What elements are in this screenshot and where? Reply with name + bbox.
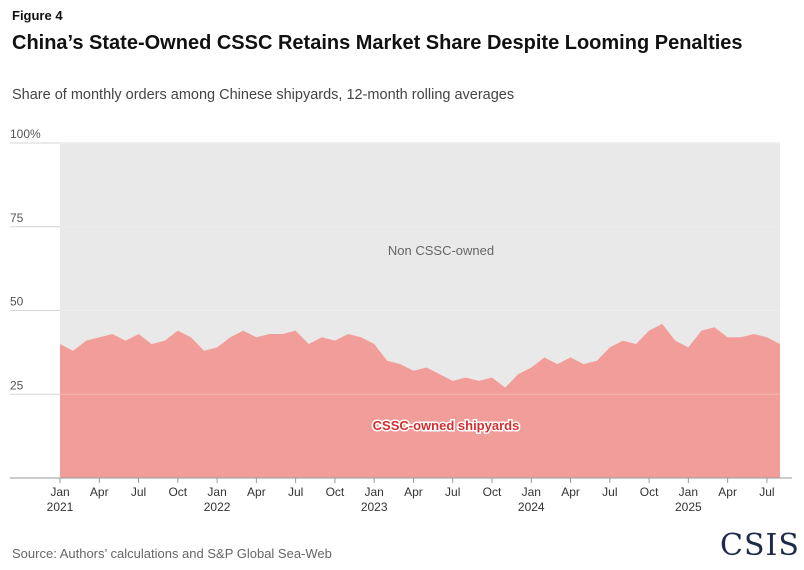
x-tick-month: Oct [483, 485, 502, 499]
x-tick-month: Jan [679, 485, 698, 499]
chart-title: China’s State-Owned CSSC Retains Market … [12, 32, 743, 54]
x-tick-month: Apr [247, 485, 266, 499]
x-tick-month: Jul [759, 485, 774, 499]
y-axis-ticks: 25 50 75 100% [10, 127, 41, 392]
x-tick-year: 2025 [675, 500, 702, 514]
x-tick-month: Oct [640, 485, 659, 499]
y-tick-label: 25 [10, 378, 24, 392]
x-tick-month: Jul [288, 485, 303, 499]
x-tick-year: 2023 [361, 500, 388, 514]
non-cssc-area [60, 143, 780, 388]
non-cssc-label: Non CSSC-owned [388, 243, 494, 258]
x-tick-month: Jul [445, 485, 460, 499]
x-tick-month: Apr [561, 485, 580, 499]
y-tick-label: 75 [10, 211, 24, 225]
figure-label: Figure 4 [12, 8, 63, 23]
y-tick-label: 50 [10, 295, 24, 309]
x-tick-month: Jan [50, 485, 69, 499]
x-tick-month: Jan [207, 485, 226, 499]
x-tick-month: Jan [522, 485, 541, 499]
x-tick-month: Apr [404, 485, 423, 499]
x-tick-year: 2022 [204, 500, 231, 514]
x-tick-month: Jan [365, 485, 384, 499]
cssc-label: CSSC-owned shipyards [373, 418, 520, 433]
x-tick-year: 2024 [518, 500, 545, 514]
x-tick-month: Jul [131, 485, 146, 499]
x-tick-month: Oct [168, 485, 187, 499]
csis-logo: CSIS [720, 528, 800, 563]
x-tick-month: Apr [718, 485, 737, 499]
x-tick-month: Oct [326, 485, 345, 499]
cssc-area [60, 323, 780, 478]
source-note: Source: Authors’ calculations and S&P Gl… [12, 546, 332, 561]
x-tick-year: 2021 [47, 500, 74, 514]
x-tick-month: Jul [602, 485, 617, 499]
x-tick-month: Apr [90, 485, 109, 499]
gridlines-overlay [60, 142, 780, 395]
chart-subtitle: Share of monthly orders among Chinese sh… [12, 87, 515, 103]
y-tick-label: 100% [10, 127, 41, 141]
